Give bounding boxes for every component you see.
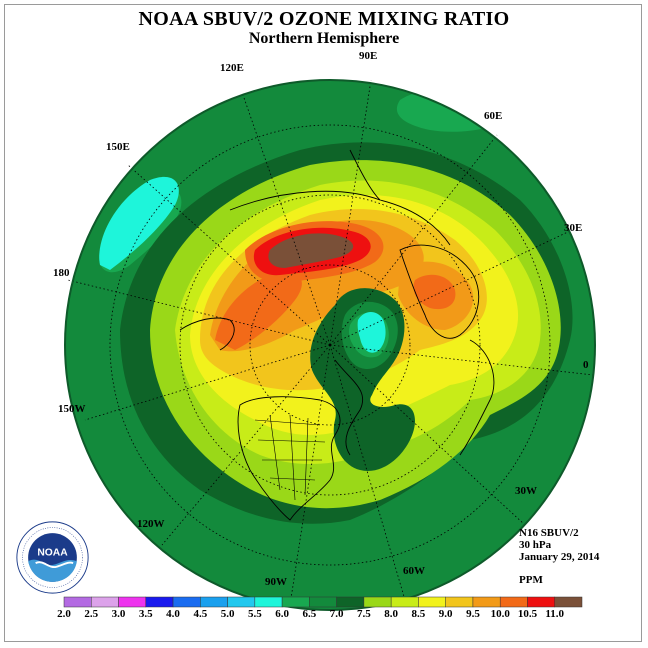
band-10-alaska	[215, 271, 302, 350]
lat-circle-50n	[179, 194, 481, 496]
colorbar-label-11: 7.5	[357, 608, 371, 620]
svg-text:NOAA: NOAA	[37, 548, 68, 559]
pressure-level-label: 30 hPa	[519, 539, 552, 551]
colorbar-label-17: 10.5	[517, 608, 538, 620]
lon-label-0: 0	[583, 359, 589, 371]
lon-label-30e: 30E	[564, 222, 583, 234]
colorbar-swatch-18	[554, 596, 583, 608]
colorbar-swatch-11	[363, 596, 392, 608]
colorbar-swatch-9	[309, 596, 337, 608]
lon-label-30w: 30W	[515, 485, 537, 497]
lon-label-60e: 60E	[484, 110, 503, 122]
europe-coast	[399, 244, 480, 339]
ozone-contour-fill	[65, 80, 595, 610]
colorbar-swatch-13	[418, 596, 446, 608]
colorbar-label-6: 5.0	[220, 608, 235, 620]
us-state-lines	[254, 414, 326, 501]
colorbar-swatch-1	[91, 596, 119, 608]
colorbar-label-0: 2.0	[57, 608, 71, 620]
lon-label-90w: 90W	[265, 576, 287, 588]
colorbar-swatch-12	[390, 596, 419, 608]
colorbar-label-10: 7.0	[329, 608, 344, 620]
colorbar-swatch-10	[336, 596, 365, 608]
alaska-coast	[179, 317, 235, 351]
colorbar-label-12: 8.0	[384, 608, 399, 620]
colorbar-swatch-16	[499, 596, 528, 608]
colorbar-label-5: 4.5	[193, 608, 208, 620]
map-title: NOAA SBUV/2 OZONE MIXING RATIO	[138, 8, 510, 30]
lon-label-60w: 60W	[403, 565, 425, 577]
colorbar-swatch-17	[527, 596, 555, 608]
colorbar-label-3: 3.5	[138, 608, 153, 620]
colorbar-label-2: 3.0	[111, 608, 126, 620]
date-label: January 29, 2014	[519, 551, 600, 563]
lon-label-150e: 150E	[106, 141, 130, 153]
lon-label-150w: 150W	[58, 403, 86, 415]
colorbar-swatch-5	[200, 596, 228, 608]
colorbar-label-13: 8.5	[411, 608, 426, 620]
lon-label-120e: 120E	[220, 62, 244, 74]
greenland-coast	[334, 359, 364, 456]
colorbar-label-18: 11.0	[545, 608, 565, 620]
lon-label-120w: 120W	[137, 518, 165, 530]
band-5-5-to-6-pacific	[99, 176, 179, 270]
iberia-africa-coast	[459, 339, 495, 456]
colorbar-swatch-3	[145, 596, 174, 608]
colorbar-label-7: 5.5	[247, 608, 262, 620]
colorbar-swatch-4	[172, 596, 201, 608]
coastlines	[179, 149, 495, 521]
colorbar-swatch-15	[472, 596, 501, 608]
colorbar-swatch-6	[227, 596, 256, 608]
colorbar-label-16: 10.0	[490, 608, 510, 620]
graticule	[67, 79, 594, 606]
colorbar-label-15: 9.5	[466, 608, 480, 620]
units-label: PPM	[519, 574, 543, 586]
figure-frame	[4, 4, 642, 642]
lon-label-90e: 90E	[359, 50, 378, 62]
vortex-5-5-minimum	[357, 311, 386, 353]
asia-inland-coast	[349, 149, 381, 201]
band-10-scandinavia	[413, 274, 456, 310]
lon-label-180: 180	[53, 267, 70, 279]
colorbar-swatch-8	[281, 596, 310, 608]
colorbar-swatch-0	[63, 596, 92, 608]
band-11-maximum	[268, 233, 354, 268]
colorbar-label-14: 9.0	[438, 608, 453, 620]
instrument-label: N16 SBUV/2	[519, 527, 579, 539]
colorbar-swatch-2	[118, 596, 147, 608]
lat-circle-30n	[109, 124, 551, 566]
colorbar-label-9: 6.5	[302, 608, 317, 620]
colorbar-swatch-14	[445, 596, 474, 608]
map-subtitle: Northern Hemisphere	[248, 30, 400, 47]
noaa-logo: NOAA	[16, 521, 89, 594]
lat-circle-70n	[249, 264, 411, 426]
hemisphere-border	[64, 79, 596, 611]
colorbar-label-1: 2.5	[84, 608, 99, 620]
siberia-coast	[229, 190, 451, 246]
colorbar-label-8: 6.0	[275, 608, 289, 620]
north-america-coast	[237, 396, 341, 521]
colorbar	[63, 596, 583, 608]
colorbar-label-4: 4.0	[166, 608, 180, 620]
colorbar-swatch-7	[254, 596, 283, 608]
